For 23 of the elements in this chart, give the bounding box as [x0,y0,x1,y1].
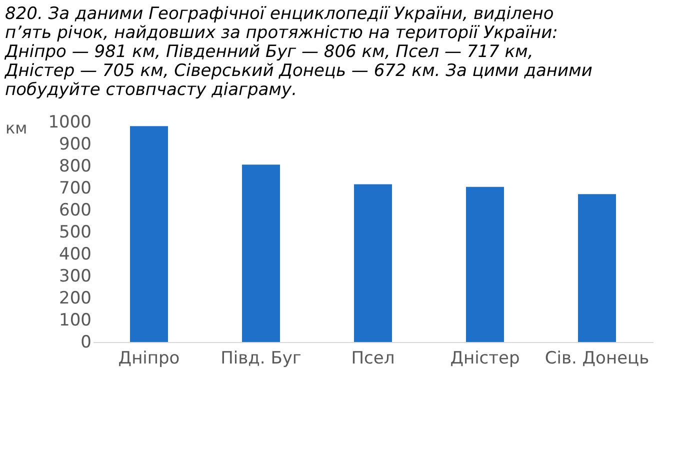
chart-title: 820. За даними Географічної енциклопедії України, виділено п’ять річок, найдовших за протяжністю на території України: Дніпро — 981 км, Південний Буг — 806 км, Псел — 717 км, Дністер — 705 км, Сіверський Донець — 672 км. За цими даними побудуйте стовпчасту діаграму. [4,4,592,100]
y-tick-label: 400 [59,244,92,264]
y-tick-label: 1000 [48,112,92,132]
bar [354,184,392,342]
x-tick-label: Сів. Донець [544,348,650,368]
y-tick-label: 300 [59,266,92,286]
x-tick-label: Дніпро [118,348,180,368]
y-tick-label: 500 [59,222,92,242]
y-tick-label: 900 [59,134,92,154]
bar [466,186,504,342]
bar [578,194,616,342]
x-tick-label: Псел [351,348,395,368]
y-tick-label: 600 [59,200,92,220]
x-tick-label: Дністер [450,348,520,368]
bar [130,126,168,342]
y-axis-title: км [6,118,28,138]
y-tick-label: 800 [59,156,92,176]
x-tick-label: Півд. Буг [220,348,302,368]
y-tick-label: 200 [59,288,92,308]
y-tick-label: 0 [80,332,92,352]
y-tick-label: 100 [59,310,92,330]
y-tick-label: 700 [59,178,92,198]
bar [242,164,280,342]
